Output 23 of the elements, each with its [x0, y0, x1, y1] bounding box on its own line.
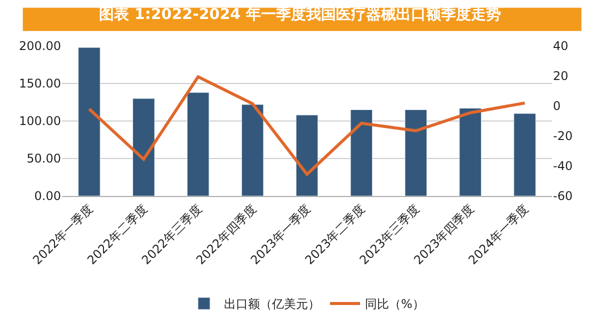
bar — [241, 104, 264, 196]
y2-tick-label: 40 — [553, 39, 568, 54]
y2-tick-label: -40 — [553, 159, 573, 174]
y-tick-label: 0.00 — [34, 189, 61, 204]
y-tick-label: 50.00 — [26, 152, 61, 166]
y2-tick-label: 0 — [553, 99, 561, 114]
bar — [186, 92, 210, 196]
bar — [459, 108, 482, 196]
bar — [404, 110, 428, 196]
bar — [132, 98, 155, 196]
legend-label: 出口额（亿美元） — [224, 297, 320, 312]
y-tick-label: 100.00 — [19, 114, 61, 128]
y-tick-label: 200.00 — [19, 39, 61, 54]
bar — [78, 47, 100, 196]
y2-tick-label: -20 — [553, 129, 573, 144]
bar — [514, 113, 536, 196]
line-series — [88, 75, 526, 176]
bar — [350, 110, 373, 196]
legend-label: 同比（%） — [365, 297, 424, 312]
y2-tick-label: 20 — [553, 69, 568, 84]
y2-tick-label: -60 — [553, 189, 573, 204]
y-tick-label: 150.00 — [19, 76, 61, 91]
bar — [296, 114, 318, 196]
